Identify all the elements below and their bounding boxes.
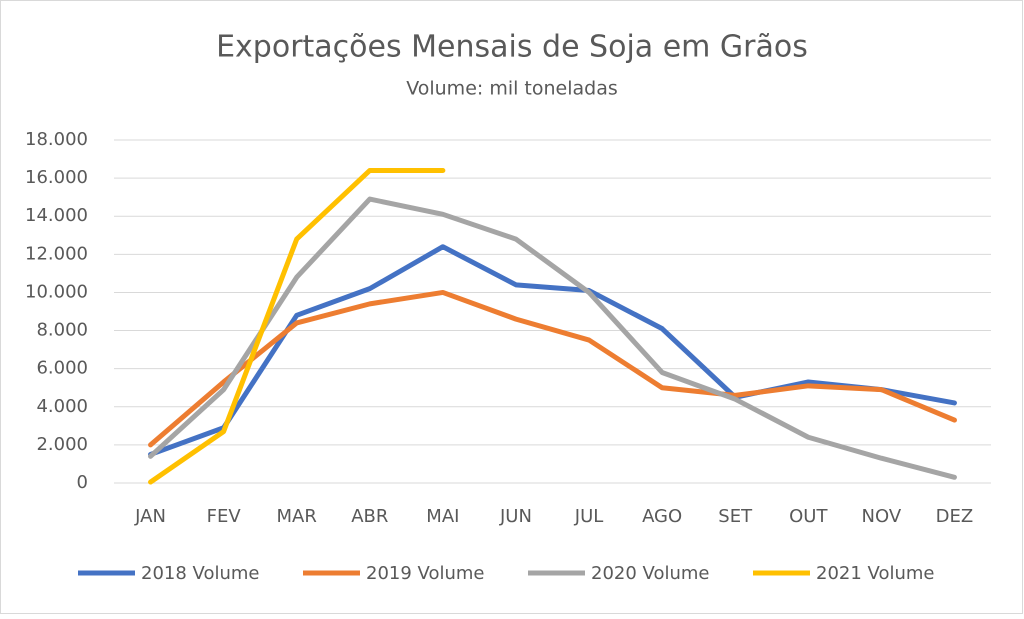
y-tick-label: 18.000 — [25, 129, 88, 150]
y-tick-label: 10.000 — [25, 281, 88, 302]
y-tick-label: 6.000 — [36, 358, 88, 379]
x-tick-label: JAN — [134, 506, 166, 527]
series-line — [148, 196, 957, 480]
y-tick-label: 2.000 — [36, 434, 88, 455]
y-tick-label: 12.000 — [25, 243, 88, 264]
y-tick-label: 0 — [77, 472, 88, 493]
y-tick-label: 4.000 — [36, 396, 88, 417]
x-tick-label: FEV — [207, 506, 242, 527]
x-tick-label: JUN — [499, 506, 532, 527]
x-tick-label: AGO — [642, 506, 682, 527]
y-tick-label: 8.000 — [36, 320, 88, 341]
x-tick-label: SET — [718, 506, 753, 527]
y-tick-label: 14.000 — [25, 205, 88, 226]
chart-title: Exportações Mensais de Soja em Grãos — [216, 30, 808, 65]
x-tick-label: MAR — [277, 506, 317, 527]
legend-label: 2020 Volume — [591, 563, 709, 584]
x-tick-label: ABR — [351, 506, 388, 527]
legend-label: 2019 Volume — [366, 563, 484, 584]
legend-label: 2018 Volume — [141, 563, 259, 584]
x-tick-label: NOV — [862, 506, 902, 527]
legend-label: 2021 Volume — [816, 563, 934, 584]
series-line — [148, 167, 446, 485]
x-tick-label: MAI — [426, 506, 459, 527]
x-tick-label: OUT — [789, 506, 828, 527]
series-line — [148, 289, 957, 448]
chart-subtitle: Volume: mil toneladas — [406, 78, 618, 100]
x-tick-label: JUL — [574, 506, 604, 527]
y-tick-label: 16.000 — [25, 167, 88, 188]
x-tick-label: DEZ — [936, 506, 974, 527]
